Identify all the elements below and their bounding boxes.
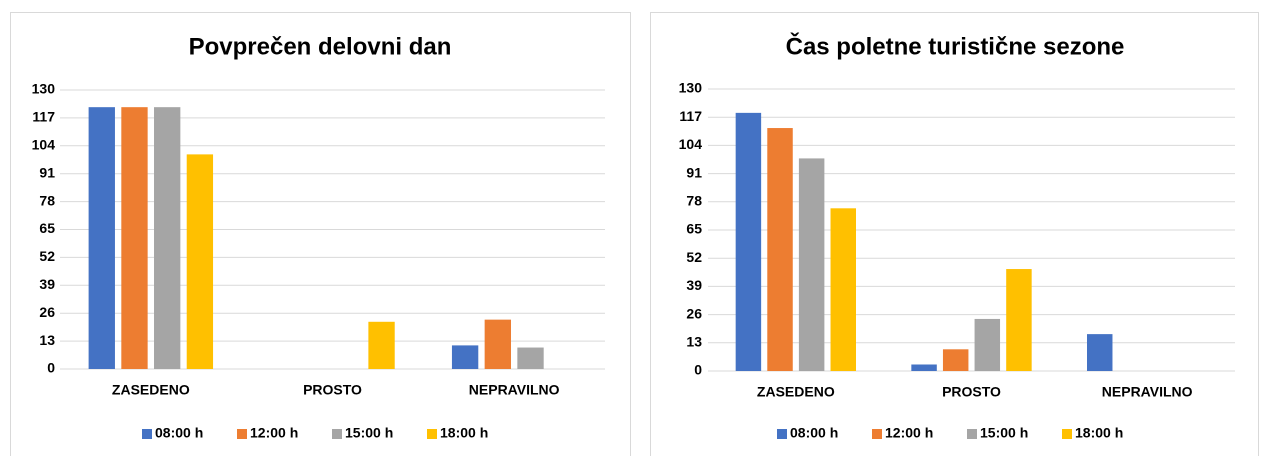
- legend-label: 12:00 h: [250, 425, 298, 441]
- legend-label: 15:00 h: [345, 425, 393, 441]
- x-tick-label: PROSTO: [303, 382, 362, 398]
- x-tick-label: ZASEDENO: [112, 382, 190, 398]
- y-tick-label: 104: [32, 137, 56, 153]
- y-tick-label: 104: [679, 136, 703, 152]
- bar: [974, 318, 1001, 371]
- y-tick-label: 117: [679, 108, 702, 124]
- bar: [942, 349, 969, 371]
- y-tick-label: 39: [39, 276, 55, 292]
- bar: [1087, 334, 1113, 371]
- legend-label: 08:00 h: [790, 425, 838, 441]
- legend-label: 18:00 h: [440, 425, 488, 441]
- y-tick-label: 117: [32, 109, 55, 125]
- y-tick-label: 26: [39, 304, 55, 320]
- bar: [121, 107, 148, 370]
- legend-swatch: [142, 429, 152, 439]
- y-tick-label: 13: [39, 332, 55, 348]
- y-tick-label: 78: [39, 192, 55, 208]
- y-tick-label: 78: [686, 193, 702, 209]
- x-tick-label: NEPRAVILNO: [469, 382, 560, 398]
- y-tick-label: 0: [694, 362, 702, 378]
- y-tick-label: 91: [686, 164, 702, 180]
- y-tick-label: 91: [39, 164, 55, 180]
- bar: [1006, 269, 1032, 371]
- bar: [484, 319, 511, 369]
- y-tick-label: 130: [32, 81, 56, 97]
- legend-label: 08:00 h: [155, 425, 203, 441]
- bar: [798, 158, 825, 371]
- y-tick-label: 26: [686, 305, 702, 321]
- chart-title: Čas poletne turistične sezone: [786, 32, 1125, 60]
- bar: [368, 321, 395, 369]
- y-tick-label: 0: [47, 360, 55, 376]
- y-tick-label: 130: [679, 80, 703, 96]
- legend-label: 12:00 h: [885, 425, 933, 441]
- bar: [451, 345, 479, 369]
- y-tick-label: 52: [39, 248, 55, 264]
- legend-label: 15:00 h: [980, 425, 1028, 441]
- x-tick-label: NEPRAVILNO: [1102, 384, 1193, 400]
- legend-swatch: [332, 429, 342, 439]
- chart-title: Povprečen delovni dan: [189, 33, 452, 60]
- legend-swatch: [1062, 429, 1072, 439]
- legend-swatch: [777, 429, 787, 439]
- bar: [186, 154, 214, 369]
- bar: [88, 107, 115, 370]
- bar: [154, 107, 181, 370]
- legend-label: 18:00 h: [1075, 425, 1123, 441]
- legend-swatch: [967, 429, 977, 439]
- x-tick-label: PROSTO: [942, 384, 1001, 400]
- y-tick-label: 13: [686, 334, 702, 350]
- bar: [517, 347, 544, 369]
- y-tick-label: 39: [686, 277, 702, 293]
- bar: [911, 364, 937, 371]
- y-tick-label: 65: [686, 221, 702, 237]
- y-tick-label: 52: [686, 249, 702, 265]
- bar: [735, 112, 762, 371]
- legend-swatch: [237, 429, 247, 439]
- bar: [767, 128, 793, 371]
- bar: [830, 208, 856, 371]
- y-tick-label: 65: [39, 220, 55, 236]
- legend-swatch: [427, 429, 437, 439]
- legend-swatch: [872, 429, 882, 439]
- x-tick-label: ZASEDENO: [757, 384, 835, 400]
